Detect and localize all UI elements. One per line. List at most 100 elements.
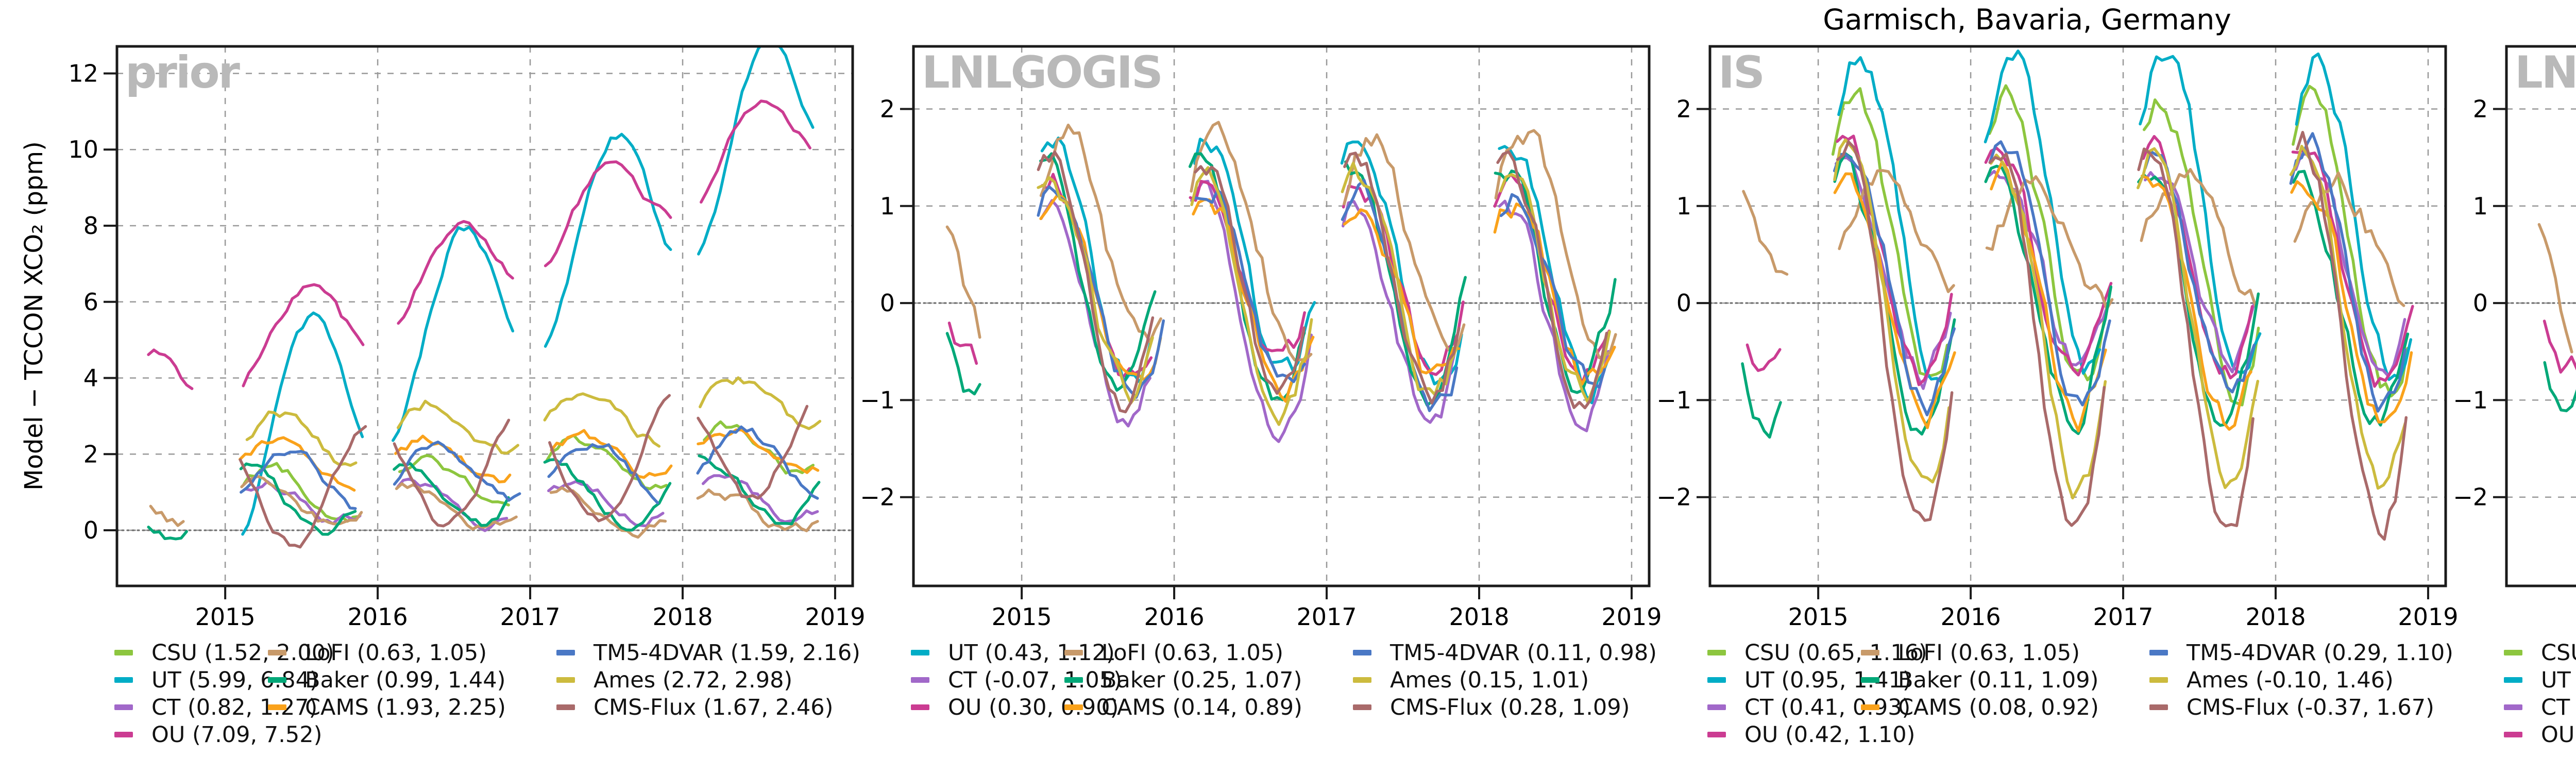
legend-entry-CSU: CSU (0.65, 1.16) <box>1707 639 1927 666</box>
axes-spines <box>1708 45 2447 587</box>
legend-label: Baker (0.99, 1.44) <box>305 667 506 693</box>
legend-marker-icon <box>911 704 929 710</box>
legend-label: Baker (0.11, 1.09) <box>1898 667 2099 693</box>
legend-column: CSU (0.65, 1.16) UT (0.95, 1.41) CT (0.41,… <box>1707 639 1927 748</box>
legend-entry-OU: OU (0.23, 0.83) <box>2504 721 2576 748</box>
axes-spines <box>115 45 854 587</box>
y-tick-label: 0 <box>1676 289 1691 317</box>
series-line-Baker <box>1741 152 2410 439</box>
panel-prior: 2015 2016 2017 2018 2019 0 2 4 6 8 10 12 <box>68 45 866 631</box>
legend-marker-icon <box>2504 704 2522 710</box>
legend-lnlgogis: UT (0.43, 1.12) CT (-0.07, 1.05) OU (0.30,… <box>911 639 1657 754</box>
y-tick-label: 0 <box>880 289 895 317</box>
legend-column: LoFI (0.63, 1.05) Baker (0.11, 1.09) CAMS … <box>1861 639 2099 721</box>
legend-entry-Baker: Baker (0.99, 1.44) <box>268 666 506 694</box>
x-tick-label: 2016 <box>1941 603 2001 631</box>
legend-marker-icon <box>1707 677 1726 683</box>
x-tick-label: 2018 <box>1449 603 1509 631</box>
legend-label: LoFI (0.63, 1.05) <box>1898 640 2080 666</box>
series-line-CSU <box>242 420 815 523</box>
panel-label-is: IS <box>1718 47 1765 98</box>
legend-label: CT (0.82, 1.27) <box>151 694 318 720</box>
legend-label: TM5-4DVAR (1.59, 2.16) <box>594 640 860 666</box>
y-tick-label: 8 <box>83 212 98 240</box>
x-tick-label: 2017 <box>1297 603 1357 631</box>
legend-entry-OU: OU (7.09, 7.52) <box>114 721 334 748</box>
legend-entry-LoFI: LoFI (0.63, 1.05) <box>1064 639 1302 666</box>
legend-marker-icon <box>556 704 575 710</box>
legend-entry-CSU: CSU (0.70, 1.18) <box>2504 639 2576 666</box>
legend-entry-UT: UT (0.95, 1.41) <box>1707 666 1927 694</box>
x-tick-label: 2015 <box>195 603 256 631</box>
series-line-UT <box>1837 49 2413 384</box>
legend-entry-OU: OU (0.30, 0.90) <box>911 694 1122 721</box>
axes-spines <box>912 45 1651 587</box>
legend-marker-icon <box>1353 704 1371 710</box>
y-tick-label: −1 <box>2453 386 2488 414</box>
series-line-CT <box>1040 179 1610 443</box>
legend-marker-icon <box>1064 677 1083 683</box>
legend-label: Ames (0.15, 1.01) <box>1390 667 1589 693</box>
legend-entry-UT: UT (5.99, 6.84) <box>114 666 334 694</box>
y-tick-label: 2 <box>2473 95 2488 123</box>
legend-prior: CSU (1.52, 2.00) UT (5.99, 6.84) CT (0.82,… <box>114 639 860 754</box>
legend-column: LoFI (0.63, 1.05) Baker (0.99, 1.44) CAMS … <box>268 639 506 721</box>
legend-entry-CT: CT (0.41, 0.93) <box>1707 694 1927 721</box>
legend-entry-CMS-Flux: CMS-Flux (0.28, 1.09) <box>1353 694 1657 721</box>
legend-marker-icon <box>2504 677 2522 683</box>
legend-label: TM5-4DVAR (0.29, 1.10) <box>2187 640 2453 666</box>
legend-entry-Baker: Baker (0.25, 1.07) <box>1064 666 1302 694</box>
legend-label: Ames (2.72, 2.98) <box>594 667 793 693</box>
y-tick-label: −1 <box>1656 386 1691 414</box>
x-tick-label: 2017 <box>2093 603 2154 631</box>
series-line-LoFI <box>945 121 1617 362</box>
legend-entry-OU: OU (0.42, 1.10) <box>1707 721 1927 748</box>
y-tick-label: 2 <box>880 95 895 123</box>
legend-marker-icon <box>911 677 929 683</box>
legend-marker-icon <box>1861 650 1879 655</box>
legend-label: UT (0.43, 1.12) <box>948 640 1115 666</box>
legend-entry-LoFI: LoFI (0.63, 1.05) <box>268 639 506 666</box>
legend-entry-Baker: Baker (0.11, 1.09) <box>1861 666 2099 694</box>
legend-label: CSU (1.52, 2.00) <box>151 640 334 666</box>
y-tick-label: 1 <box>2473 192 2488 220</box>
legend-label: Ames (-0.10, 1.46) <box>2187 667 2394 693</box>
legend-label: LoFI (0.63, 1.05) <box>305 640 487 666</box>
legend-label: CAMS (0.14, 0.89) <box>1101 694 1302 720</box>
y-tick-label: 4 <box>83 364 98 392</box>
x-tick-label: 2016 <box>348 603 408 631</box>
series-line-CMS-Flux <box>239 394 809 549</box>
series-line-CAMS <box>1833 160 2413 433</box>
x-tick-label: 2018 <box>2245 603 2306 631</box>
legend-marker-icon <box>268 677 286 683</box>
legend-label: CMS-Flux (-0.37, 1.67) <box>2187 694 2434 720</box>
legend-entry-CAMS: CAMS (1.93, 2.25) <box>268 694 506 721</box>
series-line-TM5-4DVAR <box>1037 179 1606 412</box>
legend-entry-CAMS: CAMS (0.08, 0.92) <box>1861 694 2099 721</box>
legend-marker-icon <box>2149 704 2168 710</box>
series-line-CMS-Flux <box>1836 130 2408 541</box>
axes-spines <box>2505 45 2576 587</box>
legend-label: CMS-Flux (0.28, 1.09) <box>1390 694 1630 720</box>
legend-marker-icon <box>1707 732 1726 737</box>
legend-column: TM5-4DVAR (0.29, 1.10) Ames (-0.10, 1.46)… <box>2149 639 2453 721</box>
x-tick-label: 2019 <box>1601 603 1662 631</box>
series-line-Baker <box>945 152 1617 407</box>
series-line-Ames <box>1833 138 2407 500</box>
series-line-LoFI <box>1742 167 2405 311</box>
legend-marker-icon <box>1861 677 1879 683</box>
legend-entry-Ames: Ames (-0.10, 1.46) <box>2149 666 2453 694</box>
legend-column: UT (0.43, 1.12) CT (-0.07, 1.05) OU (0.30,… <box>911 639 1122 721</box>
x-tick-label: 2018 <box>652 603 713 631</box>
legend-label: CAMS (0.08, 0.92) <box>1898 694 2099 720</box>
legend-label: CMS-Flux (1.67, 2.46) <box>594 694 834 720</box>
y-tick-label: −2 <box>860 483 895 511</box>
legend-label: OU (7.09, 7.52) <box>151 721 323 748</box>
panel-LNLGOGIS: 2015 2016 2017 2018 2019 −2 −1 0 1 2 <box>860 45 1662 631</box>
legend-entry-TM5-4DVAR: TM5-4DVAR (0.11, 0.98) <box>1353 639 1657 666</box>
legend-is: CSU (0.65, 1.16) UT (0.95, 1.41) CT (0.41,… <box>1707 639 2453 754</box>
legend-marker-icon <box>2504 650 2522 655</box>
series-line-Ames <box>1037 161 1611 426</box>
y-tick-label: −2 <box>1656 483 1691 511</box>
